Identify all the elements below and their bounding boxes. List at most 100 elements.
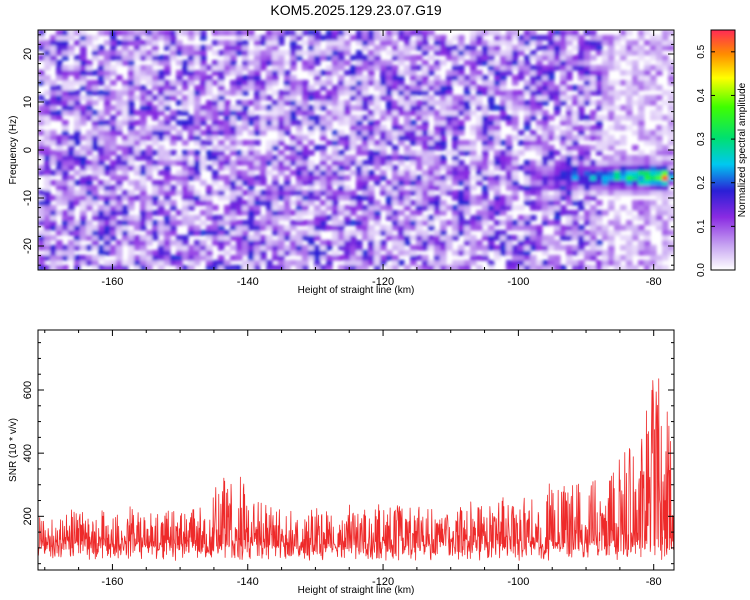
heatmap-cell: [416, 210, 423, 216]
heatmap-cell: [584, 150, 591, 156]
heatmap-cell: [44, 170, 51, 176]
heatmap-cell: [212, 230, 219, 236]
heatmap-cell: [152, 250, 159, 256]
heatmap-cell: [80, 85, 87, 91]
heatmap-cell: [614, 40, 621, 46]
heatmap-cell: [506, 220, 513, 226]
heatmap-cell: [428, 135, 435, 141]
heatmap-cell: [68, 90, 75, 96]
heatmap-cell: [182, 100, 189, 106]
heatmap-cell: [662, 125, 669, 131]
heatmap-cell: [416, 105, 423, 111]
heatmap-cell: [146, 175, 153, 181]
heatmap-cell: [476, 115, 483, 121]
heatmap-cell: [632, 90, 639, 96]
heatmap-cell: [542, 160, 549, 166]
heatmap-cell: [176, 40, 183, 46]
heatmap-cell: [356, 215, 363, 221]
heatmap-cell: [482, 120, 489, 126]
heatmap-cell: [254, 45, 261, 51]
heatmap-cell: [326, 225, 333, 231]
heatmap-cell: [422, 40, 429, 46]
heatmap-cell: [68, 245, 75, 251]
heatmap-cell: [236, 125, 243, 131]
heatmap-cell: [320, 245, 327, 251]
heatmap-cell: [428, 100, 435, 106]
heatmap-cell: [524, 200, 531, 206]
heatmap-cell: [614, 225, 621, 231]
heatmap-cell: [542, 190, 549, 196]
heatmap-cell: [146, 65, 153, 71]
heatmap-cell: [656, 160, 663, 166]
heatmap-cell: [440, 165, 447, 171]
heatmap-cell: [152, 85, 159, 91]
heatmap-cell: [410, 180, 417, 186]
heatmap-cell: [608, 245, 615, 251]
heatmap-cell: [416, 80, 423, 86]
heatmap-cell: [50, 195, 57, 201]
heatmap-cell: [104, 210, 111, 216]
heatmap-cell: [566, 130, 573, 136]
heatmap-cell: [584, 250, 591, 256]
heatmap-cell: [554, 185, 561, 191]
heatmap-cell: [548, 200, 555, 206]
heatmap-cell: [350, 220, 357, 226]
heatmap-cell: [260, 155, 267, 161]
heatmap-cell: [164, 200, 171, 206]
heatmap-cell: [224, 45, 231, 51]
heatmap-cell: [194, 160, 201, 166]
heatmap-cell: [428, 105, 435, 111]
heatmap-cell: [278, 90, 285, 96]
heatmap-cell: [332, 225, 339, 231]
heatmap-cell: [506, 200, 513, 206]
heatmap-cell: [560, 115, 567, 121]
heatmap-cell: [254, 130, 261, 136]
heatmap-cell: [482, 175, 489, 181]
heatmap-cell: [422, 230, 429, 236]
heatmap-cell: [554, 170, 561, 176]
heatmap-cell: [446, 165, 453, 171]
heatmap-cell: [44, 230, 51, 236]
heatmap-cell: [44, 155, 51, 161]
heatmap-cell: [440, 185, 447, 191]
heatmap-cell: [458, 215, 465, 221]
heatmap-cell: [458, 120, 465, 126]
heatmap-cell: [482, 230, 489, 236]
heatmap-cell: [398, 75, 405, 81]
heatmap-cell: [158, 160, 165, 166]
heatmap-cell: [368, 140, 375, 146]
heatmap-cell: [74, 180, 81, 186]
heatmap-cell: [602, 185, 609, 191]
heatmap-cell: [266, 45, 273, 51]
heatmap-cell: [482, 250, 489, 256]
heatmap-cell: [218, 140, 225, 146]
heatmap-cell: [350, 125, 357, 131]
heatmap-cell: [398, 190, 405, 196]
heatmap-cell: [38, 235, 45, 241]
heatmap-cell: [602, 160, 609, 166]
heatmap-cell: [488, 240, 495, 246]
heatmap-cell: [146, 35, 153, 41]
heatmap-cell: [464, 195, 471, 201]
heatmap-cell: [458, 230, 465, 236]
heatmap-cell: [362, 220, 369, 226]
heatmap-cell: [158, 230, 165, 236]
heatmap-cell: [68, 35, 75, 41]
heatmap-cell: [200, 65, 207, 71]
heatmap-cell: [518, 240, 525, 246]
heatmap-cell: [74, 170, 81, 176]
heatmap-cell: [104, 50, 111, 56]
heatmap-cell: [542, 195, 549, 201]
heatmap-cell: [290, 30, 297, 36]
heatmap-cell: [320, 50, 327, 56]
heatmap-cell: [344, 195, 351, 201]
heatmap-cell: [62, 45, 69, 51]
heatmap-cell: [134, 235, 141, 241]
heatmap-cell: [44, 135, 51, 141]
heatmap-cell: [650, 115, 657, 121]
heatmap-cell: [296, 205, 303, 211]
heatmap-cell: [86, 225, 93, 231]
heatmap-cell: [62, 155, 69, 161]
heatmap-cell: [446, 95, 453, 101]
heatmap-cell: [368, 160, 375, 166]
